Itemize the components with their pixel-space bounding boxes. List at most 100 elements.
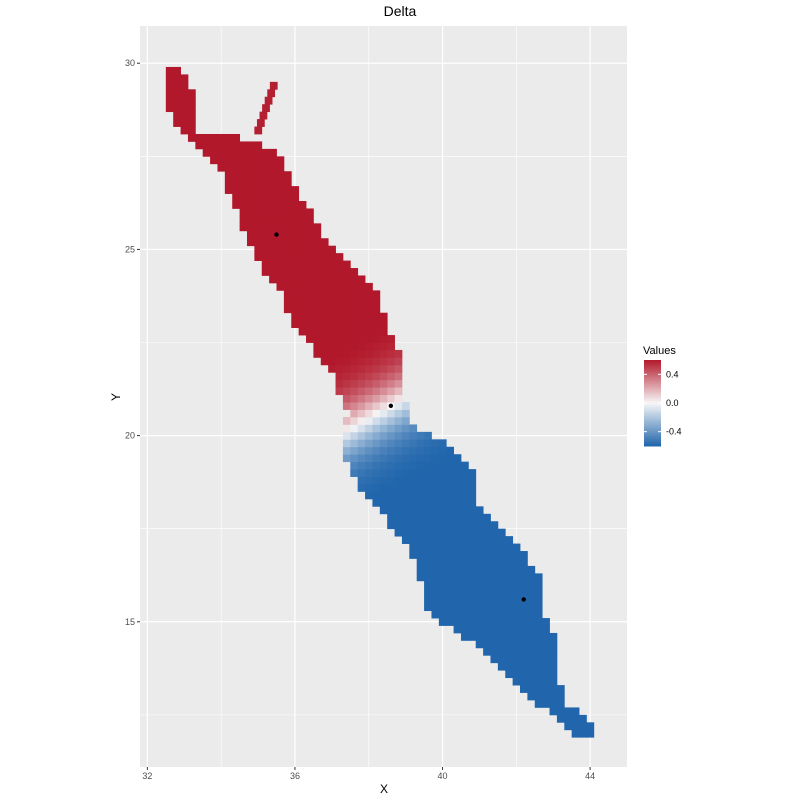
heat-tile [239, 163, 248, 172]
heat-tile [165, 104, 174, 113]
heat-tile [431, 469, 440, 477]
heat-tile [165, 96, 174, 105]
heat-tile [431, 506, 440, 515]
heat-tile [468, 469, 477, 477]
heat-tile [483, 603, 491, 612]
heat-tile [468, 491, 477, 500]
heat-tile [350, 416, 359, 425]
heat-tile [342, 305, 351, 314]
heat-tile [379, 402, 388, 410]
heat-tile [372, 454, 381, 463]
heat-tile [306, 223, 314, 232]
heat-tile [365, 484, 373, 492]
heat-tile [379, 424, 388, 433]
heat-tile [365, 357, 373, 366]
heat-tile [483, 618, 491, 626]
legend-tick-label: 0.0 [666, 398, 679, 408]
heat-tile [409, 446, 418, 455]
heat-tile [372, 409, 381, 418]
heat-tile [246, 215, 255, 224]
heat-tile [335, 372, 344, 381]
heat-tile [460, 551, 469, 559]
heat-tile [453, 588, 462, 597]
heat-tile [460, 484, 469, 492]
heat-tile [542, 625, 550, 634]
heat-tile [342, 372, 351, 381]
heat-tile [267, 89, 276, 98]
heat-tile [483, 513, 491, 522]
heat-tile [387, 424, 395, 433]
heat-tile [497, 632, 506, 641]
legend-color-step [644, 383, 661, 387]
heat-tile [512, 640, 521, 649]
legend-color-step [644, 439, 661, 443]
tile-layer [165, 66, 595, 738]
heat-tile [239, 201, 248, 209]
heat-tile [357, 357, 366, 366]
heat-tile [416, 506, 425, 515]
heat-tile [350, 320, 359, 329]
heat-tile [298, 215, 307, 224]
heat-tile [505, 573, 514, 582]
heat-tile [483, 573, 491, 582]
heat-tile [483, 565, 491, 574]
heat-tile [173, 81, 181, 90]
heat-tile [365, 297, 373, 306]
heat-tile [409, 476, 418, 485]
heat-tile [394, 491, 403, 500]
heat-tile [342, 379, 351, 388]
heat-tile [379, 491, 388, 500]
heat-tile [173, 89, 181, 98]
heat-tile [416, 565, 425, 574]
heat-tile [246, 186, 255, 194]
heat-tile [497, 565, 506, 574]
legend-color-step [644, 387, 661, 391]
legend-color-step [644, 400, 661, 404]
heat-tile [276, 245, 285, 254]
heat-tile [401, 439, 410, 448]
heat-tile [483, 632, 491, 641]
heat-tile [283, 201, 292, 209]
heat-tile [505, 632, 514, 641]
heat-tile [387, 364, 395, 373]
heat-tile [350, 364, 359, 373]
heat-tile [335, 282, 344, 291]
heat-tile [401, 431, 410, 440]
heat-tile [497, 588, 506, 597]
heat-tile [483, 625, 491, 634]
heat-tile [505, 618, 514, 626]
heat-tile [387, 416, 395, 425]
heat-tile [187, 104, 196, 113]
heat-tile [269, 186, 277, 194]
legend-color-step [644, 381, 661, 385]
heat-tile [372, 394, 381, 403]
heat-tile [357, 416, 366, 425]
legend-color-step [644, 413, 661, 417]
heat-tile [497, 558, 506, 567]
heat-tile [276, 223, 285, 232]
heat-tile [394, 469, 403, 477]
heat-tile [379, 357, 388, 366]
heat-tile [438, 521, 447, 530]
heat-tile [202, 148, 211, 157]
heat-tile [261, 171, 270, 180]
heat-tile [239, 178, 248, 187]
heat-tile [512, 618, 521, 626]
heat-tile [291, 230, 300, 239]
heat-tile [549, 632, 558, 641]
heat-tile [387, 461, 395, 470]
heat-tile [520, 573, 528, 582]
heat-tile [453, 454, 462, 463]
heat-tile [483, 558, 491, 567]
heat-tile [379, 439, 388, 448]
heat-tile [520, 588, 528, 597]
heat-tile [291, 297, 300, 306]
heat-tile [276, 282, 285, 291]
heat-tile [224, 163, 233, 172]
legend-color-step [644, 433, 661, 436]
heat-tile [446, 536, 454, 544]
heat-tile [431, 476, 440, 485]
heat-tile [379, 372, 388, 381]
heat-tile [328, 320, 336, 329]
heat-tile [357, 297, 366, 306]
